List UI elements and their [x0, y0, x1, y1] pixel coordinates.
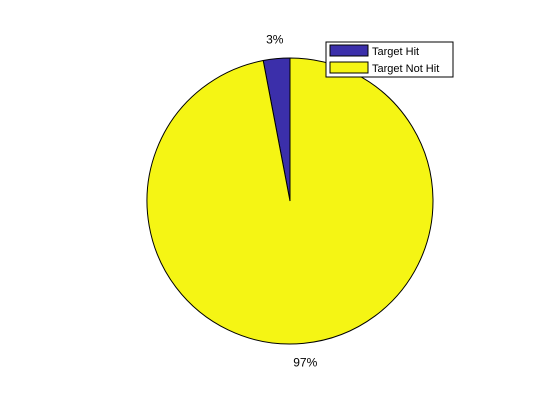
slice-label-target-not-hit: 97%	[293, 355, 317, 369]
legend-label-target-not-hit: Target Not Hit	[372, 63, 439, 75]
slice-label-target-hit: 3%	[266, 33, 284, 47]
pie-slice-target-not-hit	[146, 57, 434, 345]
pie-slices	[146, 57, 434, 345]
legend-swatch-target-hit	[329, 44, 369, 57]
pie-slice-labels: 3% 97%	[266, 33, 317, 370]
legend-label-target-hit: Target Hit	[372, 46, 419, 58]
legend-swatch-target-not-hit	[329, 61, 369, 74]
legend: Target Hit Target Not Hit	[325, 41, 454, 78]
